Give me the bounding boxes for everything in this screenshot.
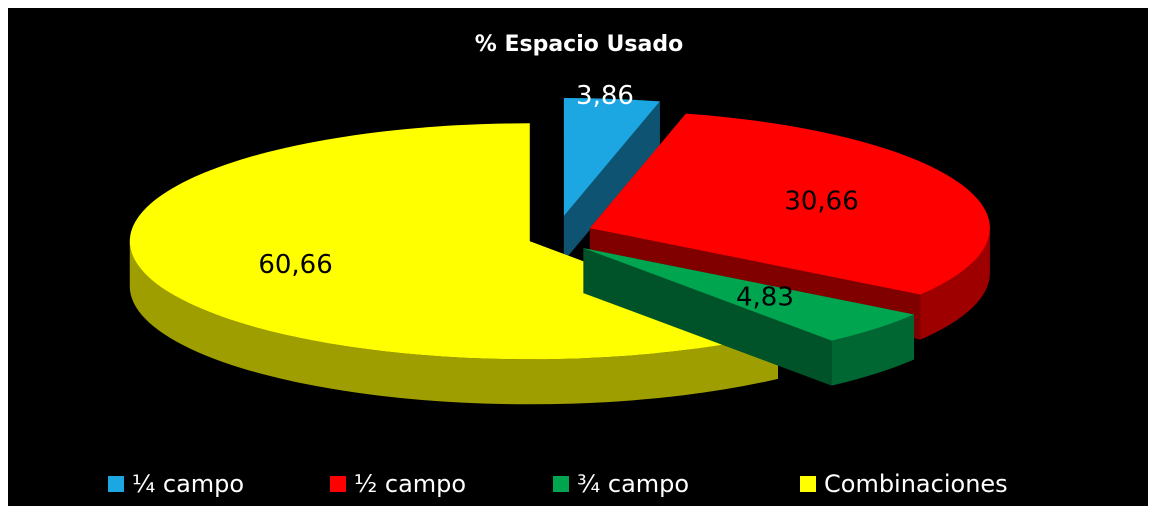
slice-side	[920, 228, 990, 340]
data-label: 4,83	[736, 282, 794, 312]
legend-label: Combinaciones	[824, 470, 1008, 498]
slice-side	[129, 241, 778, 405]
slice-side	[831, 314, 915, 386]
legend-label: ¾ campo	[577, 470, 689, 498]
slice	[583, 248, 915, 341]
legend-swatch	[800, 476, 816, 492]
data-label: 3,86	[576, 81, 634, 111]
slice-side	[563, 101, 660, 261]
slice	[589, 113, 990, 295]
slice	[563, 97, 660, 216]
legend-swatch	[330, 476, 346, 492]
data-label: 30,66	[784, 187, 858, 217]
legend-label: ¼ campo	[132, 470, 244, 498]
slice-side	[583, 248, 832, 386]
legend-swatch	[553, 476, 569, 492]
data-label: 60,66	[258, 250, 332, 280]
legend-swatch	[108, 476, 124, 492]
legend-label: ½ campo	[354, 470, 466, 498]
chart-title: % Espacio Usado	[475, 32, 683, 57]
